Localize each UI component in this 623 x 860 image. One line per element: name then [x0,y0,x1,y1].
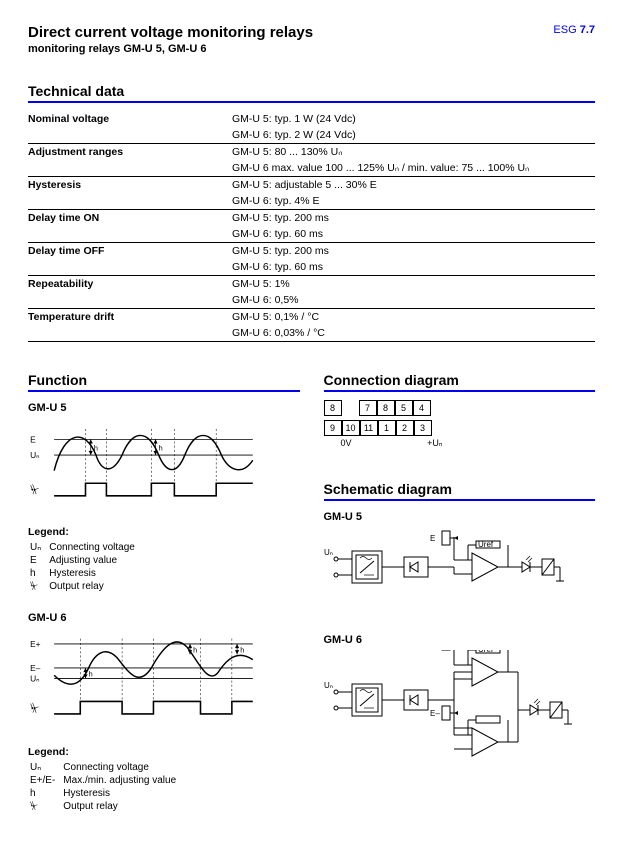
svg-text:h: h [240,645,244,654]
legend-symbol: h [30,788,61,799]
svg-text:E+: E+ [30,639,41,649]
connection-diagram: 87854910111230V+Uₙ [324,400,443,449]
section-rule [324,390,596,392]
svg-text:E–: E– [30,663,41,673]
tech-value: GM-U 6: typ. 4% E [232,193,595,210]
svg-text:h: h [193,645,197,654]
legend-text: Hysteresis [49,568,141,579]
legend-text: Connecting voltage [49,542,141,553]
legend-text: Output relay [63,801,182,812]
terminal-label: +Uₙ [427,438,442,449]
tech-label: Temperature drift [28,309,232,326]
svg-text:E–: E– [430,709,440,718]
right-column: Connection diagram 87854910111230V+Uₙ Sc… [324,364,596,814]
terminal-box: 10 [342,420,360,436]
legend-gmu6: UₙConnecting voltageE+/E-Max./min. adjus… [28,760,184,814]
tech-value: GM-U 6: 0,03% / °C [232,325,595,342]
svg-text:⏧: ⏧ [30,701,39,715]
svg-text:⏧: ⏧ [30,483,39,497]
section-rule [28,101,595,103]
legend-heading: Legend: [28,526,300,538]
function-gmu5-heading: GM-U 5 [28,402,300,414]
tech-value: GM-U 5: typ. 1 W (24 Vdc) [232,111,595,127]
svg-text:E: E [30,435,36,445]
tech-label: Adjustment ranges [28,144,232,161]
tech-value: GM-U 5: typ. 200 ms [232,243,595,260]
terminal-box: 5 [395,400,413,416]
function-gmu6-heading: GM-U 6 [28,612,300,624]
tech-label: Repeatability [28,276,232,293]
section-connection: Connection diagram [324,372,596,388]
function-diagram-gmu6: E+ E–Uₙ h h h ⏧ [28,628,258,733]
legend-text: Output relay [49,581,141,592]
tech-value: GM-U 5: 0,1% / °C [232,309,595,326]
section-rule [324,499,596,501]
terminal-box: 2 [396,420,414,436]
legend-symbol: h [30,568,47,579]
esg-code: ESG 7.7 [553,24,595,36]
tech-value: GM-U 6: typ. 2 W (24 Vdc) [232,127,595,144]
left-column: Function GM-U 5 EUₙhh⏧ Legend: UₙConnect… [28,364,300,814]
tech-label: Delay time OFF [28,243,232,260]
tech-value: GM-U 5: 80 ... 130% Uₙ [232,144,595,161]
legend-text: Max./min. adjusting value [63,775,182,786]
tech-value: GM-U 6: 0,5% [232,292,595,309]
terminal-box: 3 [414,420,432,436]
tech-value: GM-U 5: adjustable 5 ... 30% E [232,177,595,194]
terminal-box: 4 [413,400,431,416]
svg-text:Uₙ: Uₙ [324,548,333,557]
tech-value: GM-U 6: typ. 60 ms [232,226,595,243]
tech-label: Nominal voltage [28,111,232,127]
tech-value: GM-U 6 max. value 100 ... 125% Uₙ / min.… [232,160,595,177]
svg-text:Uₙ: Uₙ [30,450,39,460]
tech-label: Delay time ON [28,210,232,227]
technical-data-table: Nominal voltageGM-U 5: typ. 1 W (24 Vdc)… [28,111,595,342]
tech-value: GM-U 5: typ. 200 ms [232,210,595,227]
section-rule [28,390,300,392]
legend-symbol: E+/E- [30,775,61,786]
terminal-box: 11 [360,420,378,436]
tech-value: GM-U 5: 1% [232,276,595,293]
schematic-diagram-gmu5: UₙEUref [324,527,584,617]
terminal-label: 0V [341,438,352,449]
schematic-gmu6-heading: GM-U 6 [324,634,596,646]
terminal-box: 1 [378,420,396,436]
section-function: Function [28,372,300,388]
section-schematic: Schematic diagram [324,481,596,497]
schematic-gmu5-heading: GM-U 5 [324,511,596,523]
svg-text:E: E [430,534,435,543]
schematic-diagram-gmu6: UₙE+UrefE– [324,650,584,790]
legend-symbol: ⏧ [30,801,61,812]
function-diagram-gmu5: E Uₙ h h ⏧ [28,418,258,513]
legend-symbol: E [30,555,47,566]
page-header: Direct current voltage monitoring relays… [28,24,595,55]
legend-symbol: ⏧ [30,581,47,592]
terminal-box: 8 [324,400,342,416]
legend-heading: Legend: [28,746,300,758]
page-title: Direct current voltage monitoring relays [28,24,595,41]
terminal-box: 8 [377,400,395,416]
svg-text:Uₙ: Uₙ [30,674,39,684]
legend-symbol: Uₙ [30,762,61,773]
legend-symbol: Uₙ [30,542,47,553]
svg-text:h: h [89,669,93,678]
tech-label: Hysteresis [28,177,232,194]
legend-text: Hysteresis [63,788,182,799]
svg-text:Uₙ: Uₙ [324,681,333,690]
terminal-box: 9 [324,420,342,436]
svg-text:h: h [94,443,98,452]
legend-text: Adjusting value [49,555,141,566]
tech-value: GM-U 6: typ. 60 ms [232,259,595,276]
legend-gmu5: UₙConnecting voltageEAdjusting valuehHys… [28,540,143,594]
svg-text:h: h [159,443,163,452]
page-subtitle: monitoring relays GM-U 5, GM-U 6 [28,43,595,55]
section-technical-data: Technical data [28,83,595,99]
legend-text: Connecting voltage [63,762,182,773]
terminal-box: 7 [359,400,377,416]
